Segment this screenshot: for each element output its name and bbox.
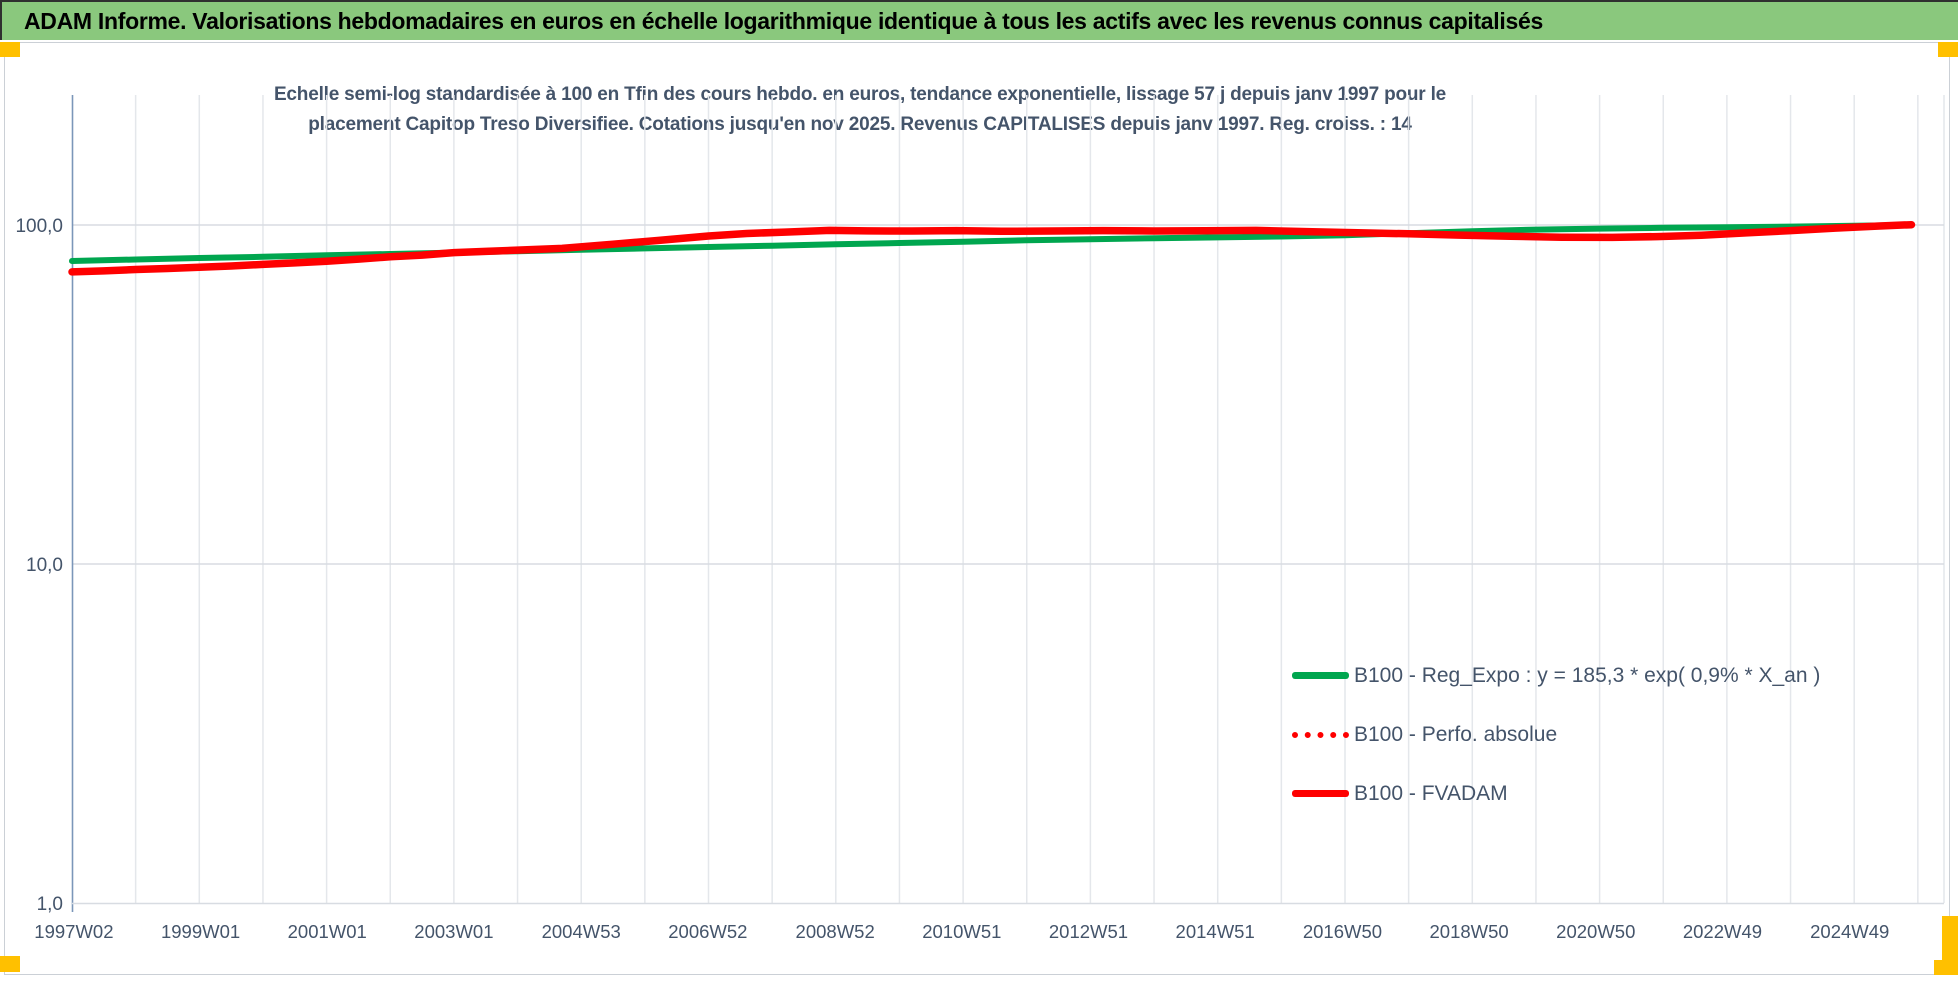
app-title: ADAM Informe. Valorisations hebdomadaire… [24, 7, 1543, 34]
x-tick-label: 2014W51 [1176, 921, 1255, 942]
legend-label: B100 - FVADAM [1354, 781, 1508, 805]
corner-marker-bottom-left [0, 956, 20, 972]
legend-marker-solid-line-icon [1292, 672, 1349, 679]
chart-title-line1: Echelle semi-log standardisée à 100 en T… [273, 84, 1447, 105]
y-tick-label: 1,0 [37, 894, 63, 915]
x-tick-label: 2008W52 [796, 921, 875, 942]
x-tick-label: 2001W01 [288, 921, 367, 942]
x-tick-label: 2010W51 [922, 921, 1001, 942]
legend-label: B100 - Reg_Expo : y = 185,3 * exp( 0,9% … [1354, 663, 1821, 687]
app-title-bar: ADAM Informe. Valorisations hebdomadaire… [0, 0, 1958, 40]
legend-marker-dotted-line-icon [1292, 731, 1349, 738]
legend-item: B100 - FVADAM [1292, 764, 1820, 823]
x-tick-label: 1999W01 [161, 921, 240, 942]
x-tick-label: 2020W50 [1556, 921, 1635, 942]
y-tick-label: 100,0 [15, 216, 63, 237]
legend-item: B100 - Reg_Expo : y = 185,3 * exp( 0,9% … [1292, 646, 1820, 705]
chart-title: Echelle semi-log standardisée à 100 en T… [150, 80, 1570, 140]
x-tick-label: 2018W50 [1430, 921, 1509, 942]
x-tick-label: 2022W49 [1683, 921, 1762, 942]
series-line-fvadam [68, 220, 1916, 276]
legend-marker-solid-line-icon [1292, 790, 1349, 797]
x-tick-label: 2004W53 [542, 921, 621, 942]
x-tick-label: 2012W51 [1049, 921, 1128, 942]
x-tick-label: 2003W01 [414, 921, 493, 942]
x-tick-label: 2006W52 [668, 921, 747, 942]
corner-marker-bottom-right-bar [1942, 916, 1958, 974]
corner-marker-top-left [0, 42, 20, 57]
x-tick-label: 1997W02 [34, 921, 113, 942]
legend-label: B100 - Perfo. absolue [1354, 722, 1558, 746]
chart-frame [4, 42, 1950, 975]
x-tick-label: 2024W49 [1810, 921, 1889, 942]
corner-marker-top-right [1938, 42, 1958, 57]
chart-legend: B100 - Reg_Expo : y = 185,3 * exp( 0,9% … [1292, 646, 1820, 823]
corner-marker-bottom-right-square [1934, 960, 1958, 975]
legend-item: B100 - Perfo. absolue [1292, 705, 1820, 764]
y-tick-label: 10,0 [26, 555, 63, 576]
x-tick-label: 2016W50 [1303, 921, 1382, 942]
chart-title-line2: placement Capitop Treso Diversifiee. Cot… [308, 114, 1412, 135]
